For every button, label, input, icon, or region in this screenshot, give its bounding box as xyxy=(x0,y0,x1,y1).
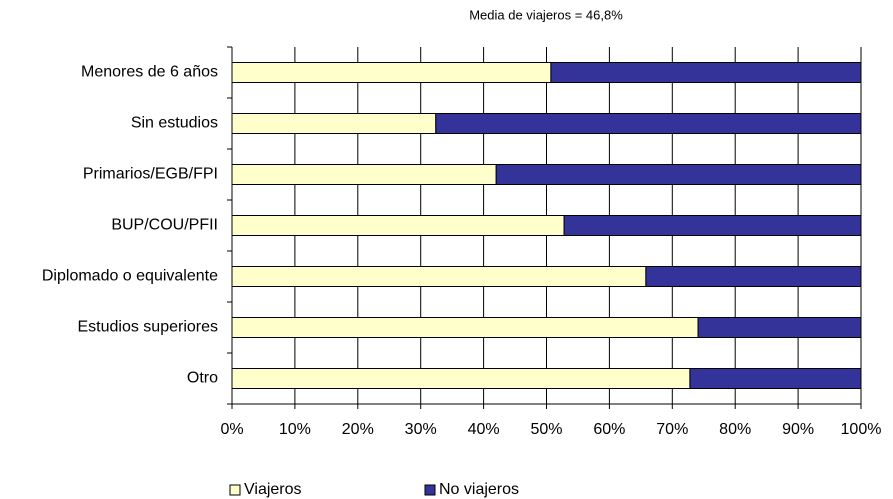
bar-segment xyxy=(231,317,699,338)
bar-segment xyxy=(563,215,862,236)
x-tick-label: 90% xyxy=(782,421,814,438)
x-tick-label: 70% xyxy=(656,421,688,438)
y-tick-label: Sin estudios xyxy=(131,115,218,132)
x-tick-label: 20% xyxy=(342,421,374,438)
x-tick-label: 10% xyxy=(279,421,311,438)
y-tick-label: Menores de 6 años xyxy=(81,64,218,81)
bar-segment xyxy=(231,62,552,83)
bar-segment xyxy=(435,113,862,134)
bar-segment xyxy=(231,215,565,236)
x-tick-label: 60% xyxy=(593,421,625,438)
y-tick-label: Otro xyxy=(187,370,218,387)
y-tick-label: Estudios superiores xyxy=(77,319,218,336)
x-tick-label: 30% xyxy=(405,421,437,438)
x-tick-label: 50% xyxy=(530,421,562,438)
chart-title: Media de viajeros = 46,8% xyxy=(469,7,623,22)
bar-segment xyxy=(231,113,437,134)
bar-segment xyxy=(697,317,862,338)
x-tick-label: 0% xyxy=(220,421,243,438)
bar-segment xyxy=(689,368,862,389)
bar-segment xyxy=(645,266,862,287)
x-tick-label: 40% xyxy=(468,421,500,438)
x-tick-label: 100% xyxy=(841,421,882,438)
bar-segment xyxy=(550,62,862,83)
legend-label: No viajeros xyxy=(439,481,519,498)
y-tick-label: Primarios/EGB/FPI xyxy=(83,166,218,183)
bar-segment xyxy=(231,164,497,185)
legend-swatch xyxy=(229,484,241,496)
legend-swatch xyxy=(424,484,436,496)
legend-label: Viajeros xyxy=(244,481,302,498)
bar-segment xyxy=(231,266,647,287)
bar-segment xyxy=(495,164,862,185)
y-tick-label: Diplomado o equivalente xyxy=(42,268,218,285)
y-tick-label: BUP/COU/PFII xyxy=(111,217,218,234)
bar-segment xyxy=(231,368,691,389)
x-tick-label: 80% xyxy=(719,421,751,438)
